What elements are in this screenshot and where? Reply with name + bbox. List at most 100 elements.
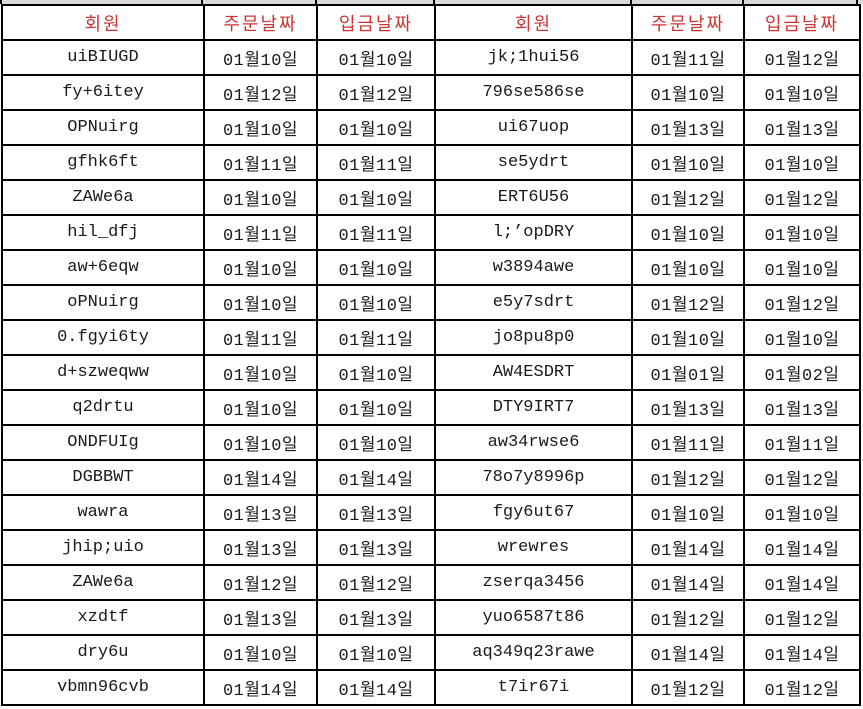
deposit-date-cell[interactable]: 01월10일 <box>743 214 861 251</box>
order-date-cell[interactable]: 01월10일 <box>631 214 745 251</box>
member-cell[interactable]: fgy6ut67 <box>434 494 633 531</box>
deposit-date-cell[interactable]: 01월10일 <box>743 144 861 181</box>
order-date-cell[interactable]: 01월13일 <box>203 494 318 531</box>
deposit-date-cell[interactable]: 01월12일 <box>316 74 436 111</box>
deposit-date-cell[interactable]: 01월14일 <box>316 459 436 496</box>
member-cell[interactable]: aw34rwse6 <box>434 424 633 461</box>
deposit-date-cell[interactable]: 01월12일 <box>743 669 861 706</box>
order-date-cell[interactable]: 01월10일 <box>203 634 318 671</box>
member-cell[interactable]: q2drtu <box>1 389 205 426</box>
deposit-date-cell[interactable]: 01월10일 <box>316 109 436 146</box>
member-cell[interactable]: gfhk6ft <box>1 144 205 181</box>
deposit-date-cell[interactable]: 01월10일 <box>743 319 861 356</box>
order-date-cell[interactable]: 01월10일 <box>203 354 318 391</box>
deposit-date-cell[interactable]: 01월10일 <box>316 634 436 671</box>
order-date-cell[interactable]: 01월11일 <box>631 39 745 76</box>
member-cell[interactable]: ERT6U56 <box>434 179 633 216</box>
deposit-date-cell[interactable]: 01월11일 <box>316 144 436 181</box>
order-date-cell[interactable]: 01월10일 <box>203 39 318 76</box>
member-cell[interactable]: AW4ESDRT <box>434 354 633 391</box>
deposit-date-cell[interactable]: 01월10일 <box>316 354 436 391</box>
deposit-date-cell[interactable]: 01월13일 <box>743 389 861 426</box>
member-cell[interactable]: aw+6eqw <box>1 249 205 286</box>
deposit-date-cell[interactable]: 01월02일 <box>743 354 861 391</box>
order-date-cell[interactable]: 01월10일 <box>631 249 745 286</box>
member-cell[interactable]: se5ydrt <box>434 144 633 181</box>
deposit-date-cell[interactable]: 01월14일 <box>743 564 861 601</box>
order-date-cell[interactable]: 01월10일 <box>203 284 318 321</box>
order-date-cell[interactable]: 01월14일 <box>203 669 318 706</box>
member-cell[interactable]: jk;1hui56 <box>434 39 633 76</box>
deposit-date-cell[interactable]: 01월13일 <box>316 599 436 636</box>
order-date-cell[interactable]: 01월11일 <box>203 319 318 356</box>
member-cell[interactable]: jo8pu8p0 <box>434 319 633 356</box>
member-cell[interactable]: wawra <box>1 494 205 531</box>
order-date-cell[interactable]: 01월10일 <box>631 144 745 181</box>
deposit-date-cell[interactable]: 01월11일 <box>316 319 436 356</box>
deposit-date-cell[interactable]: 01월14일 <box>316 669 436 706</box>
deposit-date-cell[interactable]: 01월12일 <box>743 39 861 76</box>
member-cell[interactable]: ZAWe6a <box>1 179 205 216</box>
order-date-cell[interactable]: 01월12일 <box>631 284 745 321</box>
order-date-cell[interactable]: 01월10일 <box>631 494 745 531</box>
deposit-date-cell[interactable]: 01월12일 <box>316 564 436 601</box>
deposit-date-cell[interactable]: 01월13일 <box>743 109 861 146</box>
order-date-cell[interactable]: 01월13일 <box>203 599 318 636</box>
member-cell[interactable]: uiBIUGD <box>1 39 205 76</box>
member-cell[interactable]: zserqa3456 <box>434 564 633 601</box>
deposit-date-cell[interactable]: 01월12일 <box>743 459 861 496</box>
member-cell[interactable]: d+szweqww <box>1 354 205 391</box>
order-date-cell[interactable]: 01월11일 <box>631 424 745 461</box>
member-cell[interactable]: DTY9IRT7 <box>434 389 633 426</box>
order-date-cell[interactable]: 01월14일 <box>203 459 318 496</box>
deposit-date-cell[interactable]: 01월11일 <box>743 424 861 461</box>
deposit-date-cell[interactable]: 01월12일 <box>743 284 861 321</box>
member-cell[interactable]: ui67uop <box>434 109 633 146</box>
order-date-cell[interactable]: 01월11일 <box>203 144 318 181</box>
member-cell[interactable]: vbmn96cvb <box>1 669 205 706</box>
member-cell[interactable]: l;’opDRY <box>434 214 633 251</box>
member-cell[interactable]: jhip;uio <box>1 529 205 566</box>
order-date-cell[interactable]: 01월12일 <box>631 179 745 216</box>
order-date-cell[interactable]: 01월10일 <box>631 319 745 356</box>
member-cell[interactable]: DGBBWT <box>1 459 205 496</box>
order-date-cell[interactable]: 01월12일 <box>203 74 318 111</box>
deposit-date-cell[interactable]: 01월10일 <box>316 389 436 426</box>
member-cell[interactable]: fy+6itey <box>1 74 205 111</box>
member-cell[interactable]: ONDFUIg <box>1 424 205 461</box>
order-date-cell[interactable]: 01월13일 <box>203 529 318 566</box>
order-date-cell[interactable]: 01월12일 <box>631 669 745 706</box>
member-cell[interactable]: ZAWe6a <box>1 564 205 601</box>
order-date-cell[interactable]: 01월13일 <box>631 109 745 146</box>
deposit-date-cell[interactable]: 01월10일 <box>743 494 861 531</box>
member-cell[interactable]: 796se586se <box>434 74 633 111</box>
column-header-member[interactable]: 회원 <box>1 4 205 41</box>
column-header-member[interactable]: 회원 <box>434 4 633 41</box>
order-date-cell[interactable]: 01월10일 <box>203 249 318 286</box>
order-date-cell[interactable]: 01월10일 <box>203 179 318 216</box>
column-header-order-date[interactable]: 주문날짜 <box>203 4 318 41</box>
deposit-date-cell[interactable]: 01월10일 <box>743 249 861 286</box>
order-date-cell[interactable]: 01월10일 <box>203 424 318 461</box>
member-cell[interactable]: wrewres <box>434 529 633 566</box>
member-cell[interactable]: w3894awe <box>434 249 633 286</box>
order-date-cell[interactable]: 01월12일 <box>631 599 745 636</box>
deposit-date-cell[interactable]: 01월10일 <box>316 249 436 286</box>
member-cell[interactable]: OPNuirg <box>1 109 205 146</box>
order-date-cell[interactable]: 01월01일 <box>631 354 745 391</box>
order-date-cell[interactable]: 01월12일 <box>203 564 318 601</box>
member-cell[interactable]: 0.fgyi6ty <box>1 319 205 356</box>
column-header-order-date[interactable]: 주문날짜 <box>631 4 745 41</box>
deposit-date-cell[interactable]: 01월10일 <box>316 39 436 76</box>
deposit-date-cell[interactable]: 01월10일 <box>316 424 436 461</box>
member-cell[interactable]: e5y7sdrt <box>434 284 633 321</box>
order-date-cell[interactable]: 01월14일 <box>631 634 745 671</box>
deposit-date-cell[interactable]: 01월14일 <box>743 634 861 671</box>
member-cell[interactable]: oPNuirg <box>1 284 205 321</box>
column-header-deposit-date[interactable]: 입금날짜 <box>743 4 861 41</box>
order-date-cell[interactable]: 01월10일 <box>631 74 745 111</box>
order-date-cell[interactable]: 01월14일 <box>631 564 745 601</box>
deposit-date-cell[interactable]: 01월13일 <box>316 494 436 531</box>
deposit-date-cell[interactable]: 01월12일 <box>743 179 861 216</box>
member-cell[interactable]: t7ir67i <box>434 669 633 706</box>
